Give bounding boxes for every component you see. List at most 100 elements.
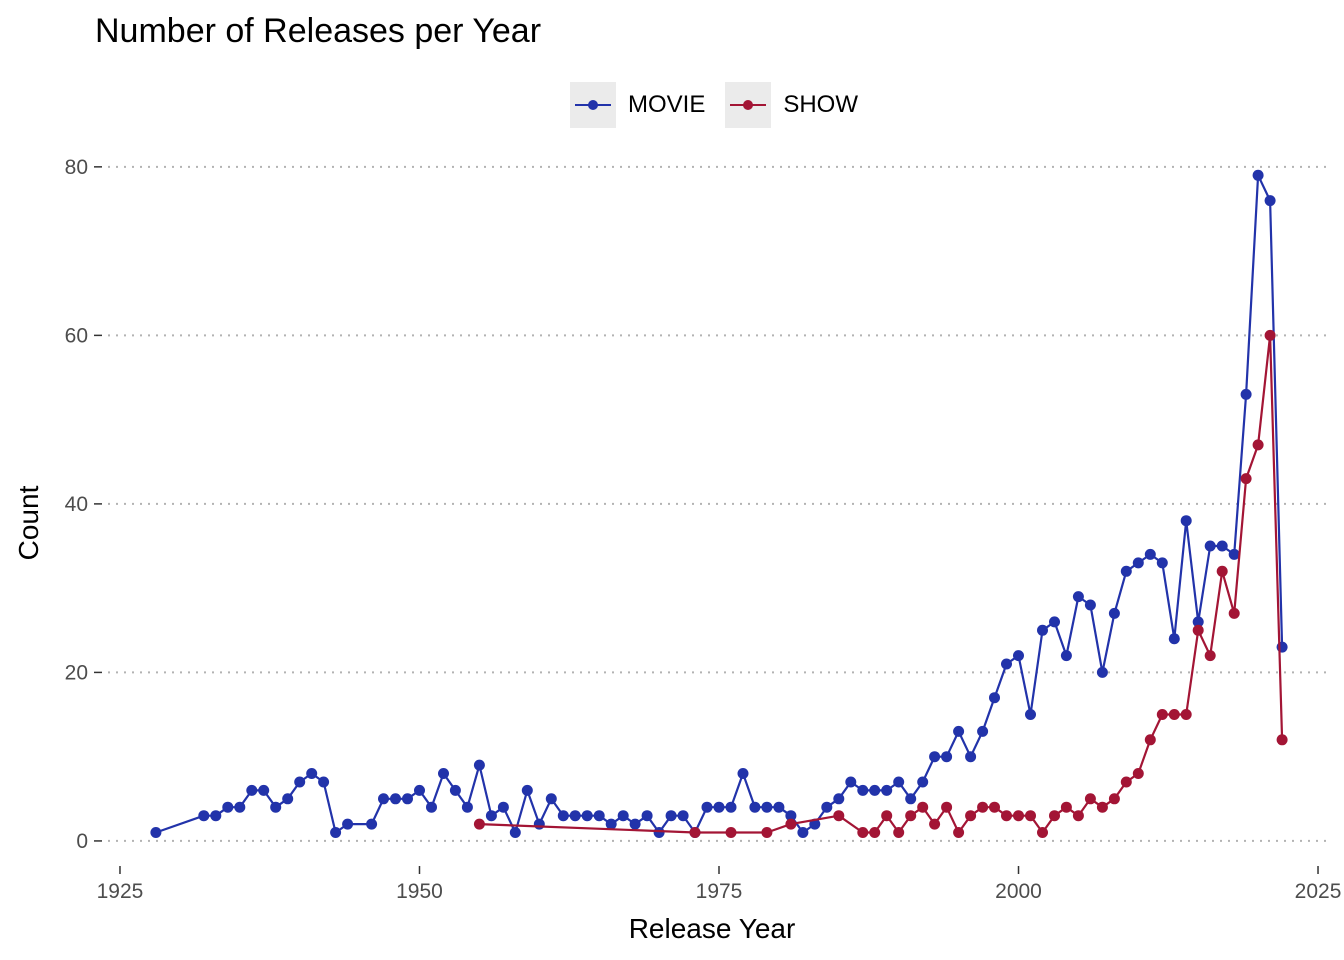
data-point-movie	[414, 784, 425, 796]
data-point-movie	[1192, 616, 1204, 628]
data-point-movie	[821, 801, 833, 813]
data-point-movie	[258, 784, 270, 796]
data-point-movie	[965, 751, 977, 763]
data-point-movie	[605, 818, 617, 830]
data-point-movie	[929, 751, 941, 763]
data-point-movie	[1228, 548, 1240, 560]
data-point-movie	[761, 801, 773, 813]
data-point-show	[1072, 810, 1084, 822]
data-point-show	[1132, 768, 1144, 779]
data-point-movie	[461, 801, 473, 813]
legend: MOVIE SHOW	[570, 82, 878, 128]
data-point-movie	[725, 801, 737, 813]
data-point-movie	[701, 801, 713, 813]
data-point-movie	[1060, 650, 1072, 662]
data-point-show	[869, 827, 881, 838]
data-point-movie	[1264, 195, 1276, 207]
data-point-movie	[378, 793, 389, 805]
data-point-show	[725, 827, 737, 838]
legend-label-movie: MOVIE	[628, 91, 706, 118]
data-point-movie	[318, 776, 330, 788]
y-tick-label: 0	[76, 830, 88, 853]
data-point-show	[1240, 473, 1252, 485]
data-point-movie	[1025, 709, 1036, 720]
data-point-movie	[1252, 169, 1264, 181]
data-point-movie	[665, 810, 677, 822]
data-point-show	[1013, 810, 1024, 822]
data-point-movie	[234, 801, 246, 813]
data-point-show	[1276, 734, 1288, 746]
legend-key-movie	[570, 82, 616, 128]
data-point-show	[1228, 607, 1240, 619]
data-point-show	[1204, 650, 1216, 662]
data-point-movie	[917, 776, 929, 788]
data-point-show	[1180, 709, 1192, 720]
data-point-movie	[953, 725, 965, 737]
data-point-movie	[617, 810, 629, 822]
data-point-show	[1060, 801, 1072, 813]
legend-label-show: SHOW	[783, 91, 859, 118]
data-point-movie	[1156, 557, 1168, 569]
data-point-show	[929, 818, 941, 830]
data-point-show	[1192, 624, 1204, 636]
data-point-show	[1025, 810, 1036, 822]
data-point-show	[1120, 776, 1132, 788]
data-point-show	[905, 810, 917, 822]
legend-item-movie: MOVIE	[570, 82, 705, 128]
data-point-movie	[330, 827, 342, 838]
x-tick-label: 1950	[396, 880, 443, 903]
data-point-movie	[509, 827, 521, 838]
data-point-movie	[426, 801, 437, 813]
data-point-movie	[533, 818, 545, 830]
data-point-show	[893, 827, 905, 838]
data-point-movie	[1216, 540, 1228, 552]
data-point-movie	[521, 784, 533, 796]
data-point-movie	[905, 793, 917, 805]
data-point-movie	[653, 827, 665, 838]
y-tick-label: 60	[65, 324, 88, 347]
data-point-movie	[390, 793, 401, 805]
data-point-movie	[210, 810, 222, 822]
data-point-movie	[150, 827, 162, 838]
data-point-movie	[1037, 624, 1048, 636]
data-point-show	[1156, 709, 1168, 720]
data-point-movie	[402, 793, 413, 805]
data-point-movie	[1001, 658, 1012, 670]
data-point-show	[989, 801, 1000, 813]
data-point-show	[917, 801, 929, 813]
x-tick-label: 2025	[1295, 880, 1342, 903]
data-point-movie	[881, 784, 893, 796]
data-point-movie	[593, 810, 605, 822]
y-axis-title: Count	[13, 485, 44, 560]
data-point-show	[473, 818, 485, 830]
data-point-movie	[557, 810, 569, 822]
data-point-movie	[342, 818, 354, 830]
data-point-show	[1037, 827, 1048, 838]
y-tick-label: 80	[65, 156, 88, 179]
data-point-show	[977, 801, 989, 813]
data-point-movie	[306, 768, 318, 779]
data-point-movie	[1096, 666, 1108, 678]
data-point-show	[1144, 734, 1156, 746]
data-point-movie	[438, 768, 449, 779]
data-point-show	[761, 827, 773, 838]
data-point-movie	[1204, 540, 1216, 552]
data-point-show	[881, 810, 893, 822]
x-axis-title: Release Year	[629, 913, 796, 944]
data-point-show	[785, 818, 797, 830]
data-point-show	[1264, 329, 1276, 341]
data-point-movie	[1168, 633, 1180, 645]
data-point-movie	[989, 692, 1000, 704]
data-point-show	[965, 810, 977, 822]
data-point-movie	[893, 776, 905, 788]
data-point-movie	[833, 793, 845, 805]
data-point-movie	[1120, 565, 1132, 577]
data-point-movie	[270, 801, 282, 813]
data-point-show	[1252, 439, 1264, 451]
data-point-movie	[797, 827, 809, 838]
y-tick-label: 20	[65, 661, 88, 684]
data-point-movie	[1144, 548, 1156, 560]
data-point-movie	[198, 810, 210, 822]
data-point-movie	[449, 784, 461, 796]
data-point-show	[857, 827, 869, 838]
